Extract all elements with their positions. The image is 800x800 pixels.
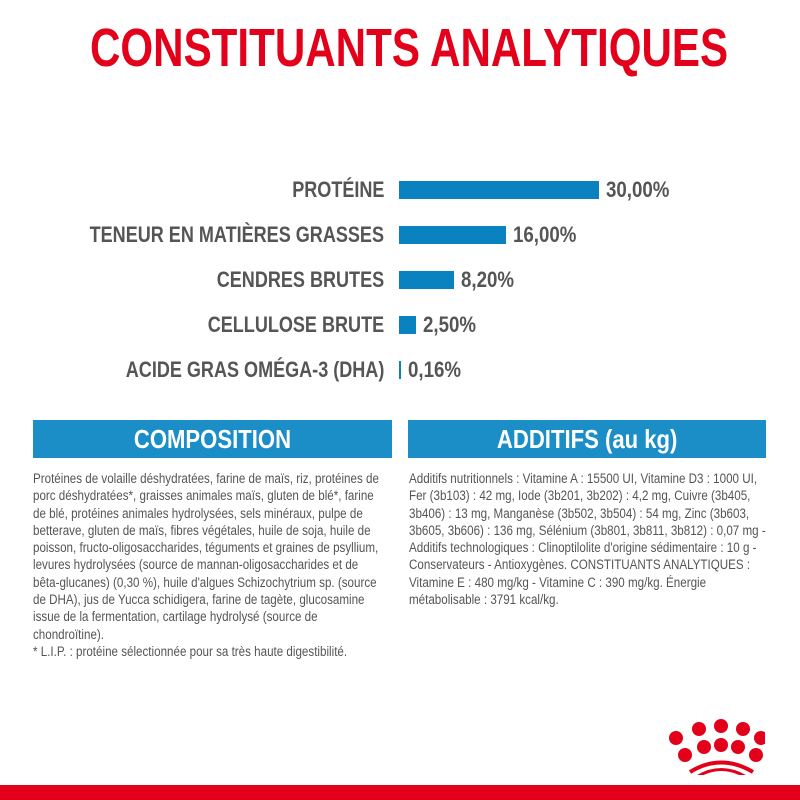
bar	[399, 226, 506, 244]
chart-row: ACIDE GRAS OMÉGA-3 (DHA) 0,16%	[0, 355, 800, 385]
bar	[399, 271, 454, 289]
value-label: 16,00%	[512, 222, 577, 247]
value-label: 2,50%	[422, 312, 476, 337]
bar	[399, 361, 401, 379]
bar	[399, 181, 599, 199]
value-label: 30,00%	[606, 177, 670, 202]
category-label: ACIDE GRAS OMÉGA-3 (DHA)	[125, 357, 384, 382]
crown-logo	[669, 719, 765, 775]
composition-header: COMPOSITION	[33, 420, 392, 458]
chart-row: TENEUR EN MATIÈRES GRASSES 16,00%	[0, 220, 800, 250]
bar	[399, 316, 416, 334]
page-title: CONSTITUANTS ANALYTIQUES	[89, 18, 729, 78]
composition-footnote: * L.I.P. : protéine sélectionnée pour sa…	[33, 643, 348, 659]
additifs-text: Additifs nutritionnels : Vitamine A : 15…	[409, 471, 766, 608]
chart-row: PROTÉINE 30,00%	[0, 175, 800, 205]
category-label: CENDRES BRUTES	[216, 267, 384, 292]
chart-row: CELLULOSE BRUTE 2,50%	[0, 310, 800, 340]
composition-text: Protéines de volaille déshydratées, fari…	[33, 471, 379, 642]
footer-red-bar	[0, 785, 800, 800]
category-label: TENEUR EN MATIÈRES GRASSES	[89, 222, 384, 247]
value-label: 0,16%	[407, 357, 461, 382]
additifs-header: ADDITIFS (au kg)	[408, 420, 766, 458]
value-label: 8,20%	[460, 267, 514, 292]
composition-text-block: Protéines de volaille déshydratées, fari…	[33, 470, 387, 660]
category-label: CELLULOSE BRUTE	[207, 312, 384, 337]
chart-row: CENDRES BRUTES 8,20%	[0, 265, 800, 295]
category-label: PROTÉINE	[291, 177, 384, 202]
